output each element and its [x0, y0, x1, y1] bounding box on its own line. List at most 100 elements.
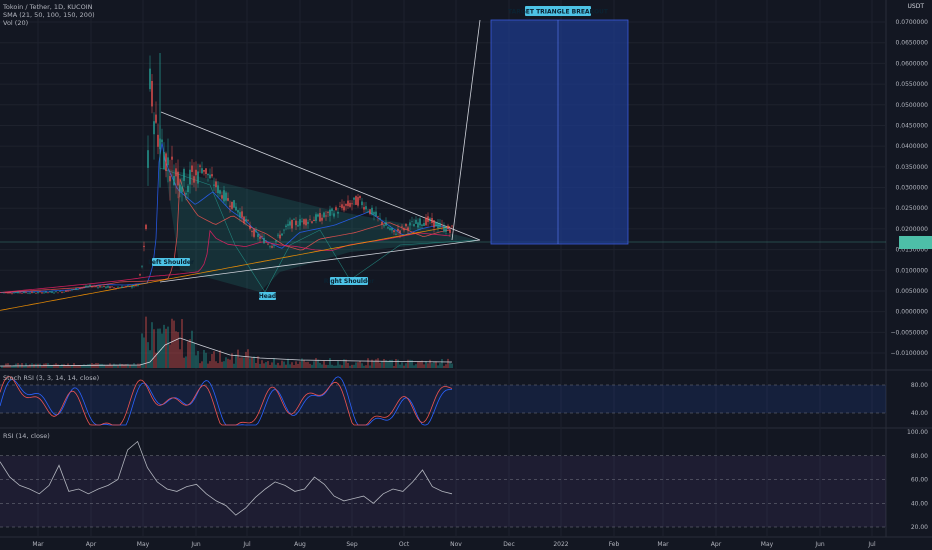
left-shoulder-label: Left Shoulder — [148, 259, 194, 266]
candle-body — [143, 245, 145, 247]
rsi-label[interactable]: RSI (14, close) — [3, 432, 50, 440]
volume-bar — [75, 365, 77, 368]
candle-body — [3, 292, 5, 294]
volume-bar — [9, 365, 11, 368]
candle-body — [313, 219, 315, 222]
volume-bar — [205, 352, 207, 368]
candle-body — [39, 291, 41, 293]
volume-bar — [409, 359, 411, 368]
volume-bar — [143, 337, 145, 368]
volume-bar — [335, 365, 337, 368]
candle-body — [267, 243, 269, 245]
volume-bar — [331, 364, 333, 368]
candle-body — [257, 234, 259, 237]
candle-body — [81, 287, 83, 289]
triangle-pattern — [159, 167, 479, 293]
volume-bar — [269, 364, 271, 368]
volume-bar — [59, 365, 61, 368]
volume-bar — [171, 318, 173, 368]
sma-indicator-label[interactable]: SMA (21, 50, 100, 150, 200) — [3, 11, 95, 19]
candle-body — [59, 291, 61, 292]
candle-body — [71, 289, 73, 290]
right-shoulder-label-bg — [330, 277, 368, 285]
volume-bar — [289, 364, 291, 368]
volume-bar — [327, 365, 329, 368]
volume-bar — [175, 331, 177, 368]
time-tick-label: Sep — [346, 541, 358, 548]
volume-bar — [267, 361, 269, 368]
target-box-label: TARGET TRIANGLE BREAKOUT — [508, 9, 609, 16]
volume-bar — [367, 358, 369, 368]
volume-bar — [237, 349, 239, 368]
candle-body — [245, 219, 247, 222]
candle-body — [265, 241, 267, 243]
symbol-title[interactable]: Tokoin / Tether, 1D, KUCOIN — [3, 3, 93, 11]
candle-body — [79, 288, 81, 289]
volume-bar — [249, 358, 251, 368]
price-tick-label: 0.0500000 — [896, 102, 929, 109]
candle-body — [407, 227, 409, 231]
price-tick-label: 0.0250000 — [896, 205, 929, 212]
candle-body — [153, 121, 155, 135]
rsi-tick-label: 60.00 — [911, 477, 928, 484]
price-tick-label: 0.0350000 — [896, 164, 929, 171]
volume-bar — [423, 364, 425, 368]
volume-bar — [383, 359, 385, 368]
candle-body — [435, 222, 437, 227]
candle-body — [363, 207, 365, 210]
volume-bar — [301, 358, 303, 368]
candle-body — [443, 226, 445, 232]
candle-body — [97, 286, 99, 288]
candle-body — [279, 234, 281, 239]
volume-bar — [77, 365, 79, 368]
volume-bar — [101, 363, 103, 368]
volume-bar — [11, 365, 13, 368]
candle-body — [307, 222, 309, 224]
candle-body — [385, 222, 387, 226]
volume-bar — [411, 360, 413, 368]
volume-bar — [209, 361, 211, 368]
volume-indicator-label[interactable]: Vol (20) — [3, 19, 29, 27]
volume-bar — [303, 359, 305, 368]
candle-body — [5, 292, 7, 294]
volume-bar — [391, 359, 393, 368]
candle-body — [157, 134, 159, 147]
volume-bar — [197, 350, 199, 368]
candle-body — [141, 265, 143, 267]
candle-body — [321, 217, 323, 221]
candle-body — [275, 240, 277, 242]
volume-bar — [233, 363, 235, 368]
candle-body — [445, 228, 447, 232]
candle-body — [411, 221, 413, 222]
breakout-projection-line — [451, 19, 481, 241]
head-label-bg — [259, 292, 276, 300]
candle-body — [393, 230, 395, 233]
volume-bar — [85, 365, 87, 368]
volume-bar — [295, 361, 297, 368]
candle-body — [125, 286, 127, 287]
volume-bar — [373, 361, 375, 368]
candle-body — [121, 286, 123, 289]
volume-bar — [41, 365, 43, 368]
volume-bar — [451, 363, 453, 368]
candle-body — [365, 206, 367, 210]
volume-bar — [89, 363, 91, 368]
stoch-rsi-label[interactable]: Stoch RSI (3, 3, 14, 14, close) — [3, 374, 100, 382]
legend-header: Tokoin / Tether, 1D, KUCOIN SMA (21, 50,… — [3, 3, 95, 27]
pattern-fill — [165, 168, 478, 292]
candle-body — [291, 219, 293, 229]
candle-body — [123, 286, 125, 288]
candle-body — [67, 290, 69, 292]
time-tick-label: Dec — [503, 541, 515, 548]
volume-bar — [413, 365, 415, 368]
volume-bar — [99, 363, 101, 368]
volume-bar — [245, 351, 247, 368]
volume-bar — [187, 341, 189, 368]
candle-body — [99, 286, 101, 288]
candle-body — [111, 286, 113, 288]
rsi-tick-label: 40.00 — [911, 500, 928, 507]
currency-label: USDT — [907, 3, 925, 10]
candle-body — [255, 230, 257, 232]
candle-body — [379, 217, 381, 219]
